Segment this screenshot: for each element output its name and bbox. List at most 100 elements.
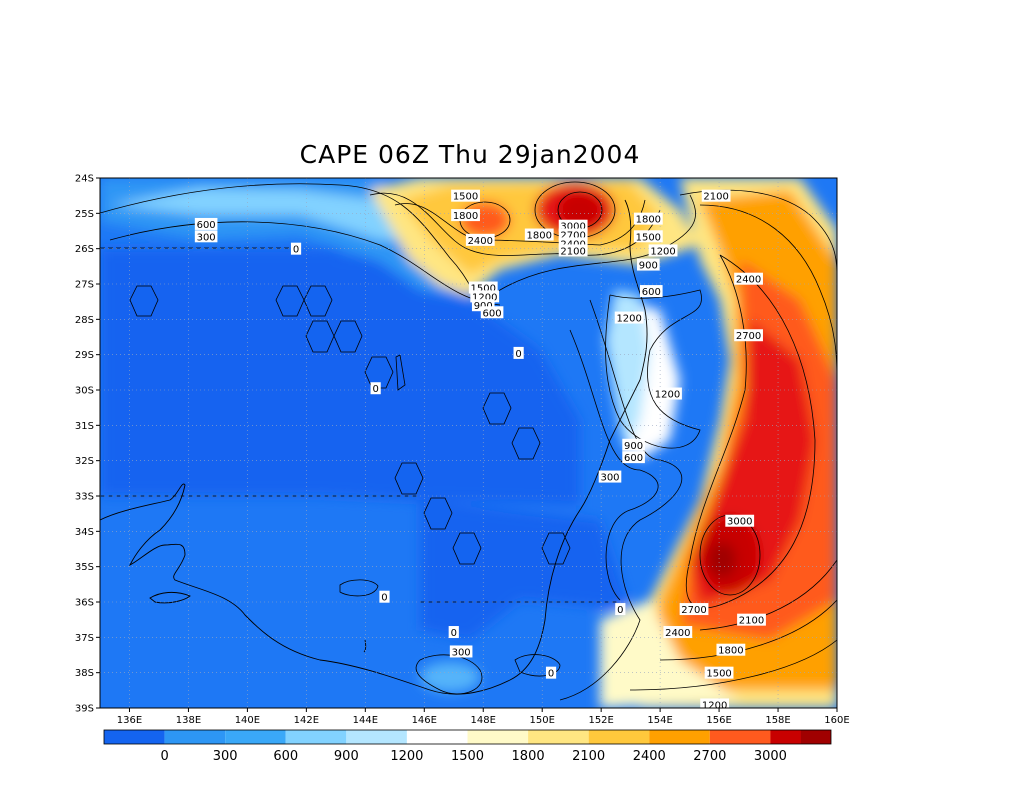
colorbar-swatch [225, 730, 286, 744]
contour-label-bg [379, 590, 390, 603]
field-south-tail [600, 600, 740, 708]
contour-label: 300 [600, 473, 619, 484]
contour-label: 2100 [739, 616, 764, 627]
contour-label-bg [194, 217, 218, 230]
contour-label-bg [633, 212, 663, 225]
contour-label: 1800 [636, 215, 661, 226]
y-tick-label: 33S [75, 492, 94, 503]
zero-cell [423, 497, 453, 530]
colorbar-label: 0 [160, 749, 168, 764]
colorbar-swatch [649, 730, 710, 744]
colorbar-swatch [406, 730, 468, 744]
contour-label: 0 [515, 349, 521, 360]
colorbar-swatch [467, 730, 529, 744]
y-tick-label: 26S [75, 244, 94, 255]
contour-label: 0 [451, 628, 457, 639]
contour-label: 600 [642, 287, 661, 298]
contour-label-bg [704, 666, 734, 679]
y-axis: 24S 25S 26S 27S 28S 29S 30S 31S 32S 33S 34S 35S 36S 3… [75, 174, 100, 715]
contour-label-bg [701, 189, 731, 202]
zero-cell [129, 285, 159, 317]
x-tick-label: 138E [176, 715, 201, 726]
contour-label-bg [737, 613, 766, 626]
contour-line [394, 199, 646, 246]
colorbar-label: 600 [273, 749, 298, 764]
field-zero-central [300, 250, 580, 505]
contour-label-bg [451, 209, 480, 222]
colorbar-swatch [104, 730, 165, 744]
contour-labels: 1500180060030024001800300027002400210018… [194, 189, 766, 708]
contour-label-bg [700, 698, 730, 708]
contour-label: 1500 [471, 284, 496, 295]
colorbar-swatch [709, 730, 771, 744]
contour-label-bg [639, 285, 663, 298]
contour-label-bg [194, 230, 218, 243]
contour-label-bg [545, 666, 557, 679]
grid [100, 178, 837, 708]
contour-label-bg [480, 306, 504, 319]
y-tick-label: 29S [75, 350, 94, 361]
contour-label: 2400 [468, 236, 493, 247]
contour-line [514, 654, 561, 677]
x-tick-label: 144E [353, 715, 378, 726]
contour-label-bg [734, 329, 763, 342]
y-tick-label: 25S [75, 209, 94, 220]
colorbar-swatch [164, 730, 226, 744]
contour-label: 0 [293, 245, 299, 256]
contour-line [395, 354, 406, 391]
contour-label: 1200 [650, 246, 675, 257]
contour-label: 1200 [616, 314, 641, 325]
x-tick-label: 160E [824, 715, 849, 726]
contour-label: 900 [624, 441, 643, 452]
colorbar-label: 300 [213, 749, 238, 764]
contour-label-bg [653, 387, 682, 400]
colorbar-label: 1800 [512, 749, 545, 764]
colorbar: 0 300 600 900 1200 1500 1800 2100 2400 2700 3000 [103, 729, 832, 764]
contour-label: 2700 [560, 231, 585, 242]
y-tick-label: 24S [75, 174, 94, 185]
contour-label-bg [615, 603, 626, 616]
contour-line [605, 289, 702, 449]
y-tick-label: 37S [75, 633, 94, 644]
colorbar-label: 2100 [572, 749, 605, 764]
contour-label-bg [449, 645, 473, 658]
contour-line [699, 204, 837, 381]
contour-label: 1800 [527, 231, 552, 242]
contour-label: 900 [639, 261, 658, 272]
contour-label: 600 [197, 220, 216, 231]
contour-line [629, 639, 837, 691]
x-tick-label: 154E [647, 715, 672, 726]
contour-label: 2100 [703, 192, 728, 203]
contour-label-bg [622, 451, 645, 464]
zero-cell [394, 462, 424, 495]
y-tick-label: 28S [75, 315, 94, 326]
x-tick-label: 150E [529, 715, 554, 726]
colorbar-swatch [346, 730, 407, 744]
colorbar-frame [103, 729, 832, 745]
contour-label-bg [451, 189, 480, 202]
contour-label-bg [290, 242, 302, 255]
field-east-peak [708, 542, 736, 578]
colorbar-label: 3000 [754, 749, 787, 764]
contour-label: 1500 [706, 669, 731, 680]
x-axis: 136E 138E 140E 142E 144E 146E 148E 150E 152E 154E… [117, 708, 850, 726]
y-tick-label: 27S [75, 280, 94, 291]
plot-frame [99, 177, 838, 709]
contour-label-bg [637, 258, 660, 271]
contour-line [109, 221, 501, 306]
colorbar-swatch [528, 730, 589, 744]
zero-cell [452, 532, 482, 565]
y-tick-label: 39S [75, 704, 94, 715]
y-tick-label: 32S [75, 456, 94, 467]
zero-cell [482, 392, 512, 425]
map-title: CAPE 06Z Thu 29jan2004 [299, 140, 641, 169]
contour-label: 2700 [681, 605, 706, 616]
contour-line [369, 192, 661, 256]
contour-line [699, 559, 837, 631]
colorbar-swatch [800, 730, 831, 744]
contour-line [339, 579, 379, 597]
colorbar-label: 2400 [633, 749, 666, 764]
colorbar-swatch [285, 730, 347, 744]
colorbar-swatch [588, 730, 650, 744]
x-tick-label: 146E [412, 715, 437, 726]
